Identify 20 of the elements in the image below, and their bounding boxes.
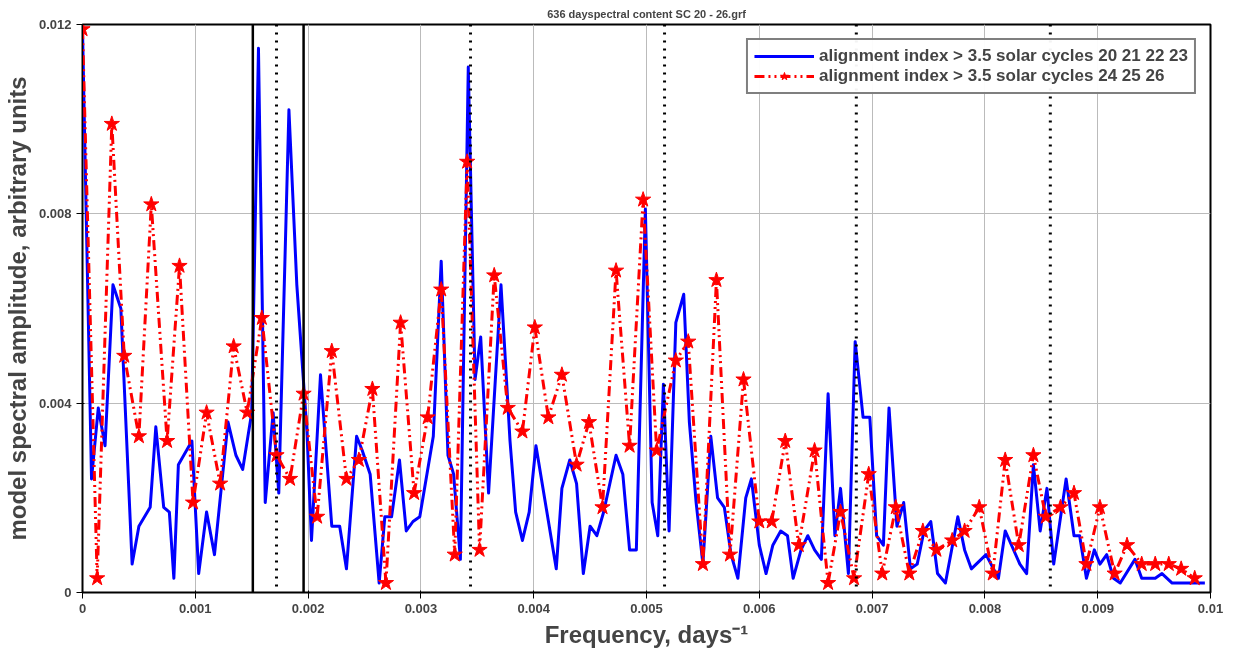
x-tick-label: 0.002 <box>291 600 325 616</box>
y-tick-label: 0.004 <box>38 395 73 411</box>
x-tick-label: 0.003 <box>404 600 438 616</box>
legend-label: alignment index > 3.5 solar cycles 20 21 22 23 <box>818 46 1188 66</box>
x-axis-title: Frequency, days⁻¹ <box>544 620 749 648</box>
x-tick-label: 0.009 <box>1081 600 1114 616</box>
x-tick-label: 0.004 <box>517 600 551 616</box>
y-tick-label: 0.008 <box>38 206 72 222</box>
x-tick-label: 0 <box>78 600 87 616</box>
legend-label: alignment index > 3.5 solar cycles 24 25 26 <box>818 66 1165 86</box>
x-tick-label: 0.001 <box>179 600 212 616</box>
x-tick-label: 0.006 <box>743 600 776 616</box>
y-axis-title: model spectral amplitude, arbitrary units <box>3 76 31 541</box>
chart-title: 636 dayspectral content SC 20 - 26.grf <box>547 7 747 20</box>
x-tick-label: 0.007 <box>855 600 889 616</box>
x-tick-label: 0.008 <box>968 600 1002 616</box>
y-tick-label: 0 <box>64 585 72 600</box>
x-tick-label: 0.005 <box>630 600 663 616</box>
x-tick-label: 0.01 <box>1197 600 1224 616</box>
y-tick-label: 0.012 <box>38 17 72 32</box>
